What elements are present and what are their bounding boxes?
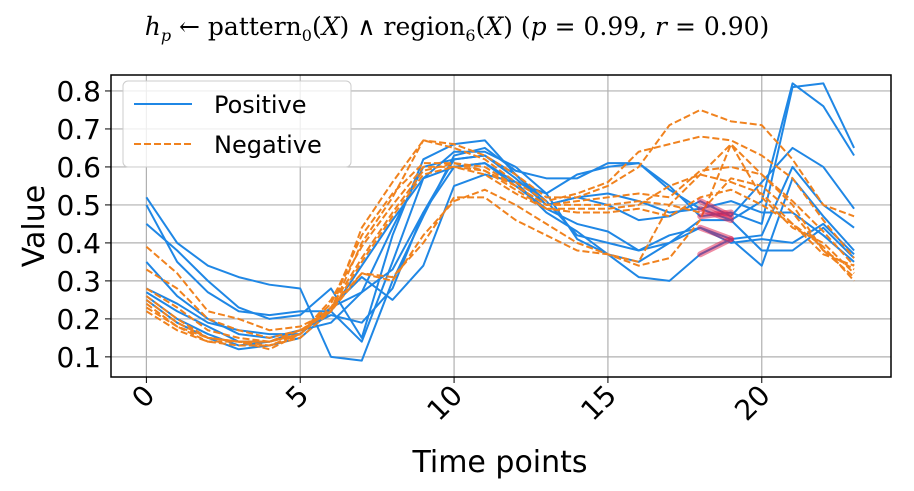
title-p: p — [530, 12, 547, 41]
title-r: r — [655, 12, 667, 41]
plot-frame — [110, 74, 892, 378]
y-tick-label: 0.6 — [56, 151, 101, 184]
y-tick-label: 0.2 — [56, 303, 101, 336]
negative-series-line — [145, 162, 855, 343]
y-tick-label: 0.7 — [56, 113, 101, 146]
positive-series-line — [145, 82, 855, 343]
title-paren3: ) ( — [503, 12, 531, 41]
title-x1: X — [321, 12, 340, 41]
negative-series-line — [145, 135, 855, 339]
legend-positive-label: Positive — [214, 91, 307, 119]
y-tick-label: 0.5 — [56, 189, 101, 222]
title-pattern: ← pattern — [171, 12, 302, 41]
chart-title: hp ← pattern0(X) ∧ region6(X) (p = 0.99,… — [0, 12, 914, 44]
y-tick-label: 0.8 — [56, 75, 101, 108]
title-h: h — [144, 12, 161, 41]
negative-series-line — [145, 162, 855, 343]
negative-series-line — [145, 108, 855, 332]
x-tick-label: 15 — [574, 379, 623, 428]
title-region-sub: 6 — [465, 26, 476, 45]
title-p-value: = 0.99, — [546, 12, 656, 41]
highlight-segment — [697, 198, 734, 220]
y-tick-label: 0.3 — [56, 265, 101, 298]
legend-box — [122, 80, 352, 168]
x-tick-label: 20 — [728, 379, 777, 428]
highlight-segment — [697, 224, 734, 243]
negative-series-line — [145, 143, 855, 351]
y-axis-label: Value — [17, 185, 52, 267]
x-tick-label: 10 — [420, 379, 469, 428]
negative-series-line — [145, 165, 855, 347]
x-tick-label: 0 — [125, 379, 161, 415]
title-paren: ( — [311, 12, 322, 41]
title-r-value: = 0.90) — [667, 12, 770, 41]
legend: Positive Negative — [122, 80, 352, 168]
positive-series-line — [145, 173, 855, 343]
title-region: ) ∧ region — [339, 12, 466, 41]
title-paren2: ( — [475, 12, 486, 41]
positive-series-line — [145, 162, 855, 336]
title-x2: X — [485, 12, 504, 41]
x-tick-label: 5 — [279, 379, 315, 415]
negative-series-line — [145, 165, 855, 347]
title-h-sub: p — [160, 26, 172, 45]
highlight-segment — [697, 236, 734, 258]
x-axis-label: Time points — [411, 445, 587, 480]
series-lines — [145, 82, 855, 362]
positive-series-line — [145, 139, 855, 339]
legend-negative-label: Negative — [214, 131, 322, 159]
highlight-region — [697, 198, 734, 258]
y-tick-label: 0.4 — [56, 227, 101, 260]
y-tick-label: 0.1 — [56, 341, 101, 374]
title-pattern-sub: 0 — [301, 26, 312, 45]
positive-series-line — [145, 162, 855, 351]
